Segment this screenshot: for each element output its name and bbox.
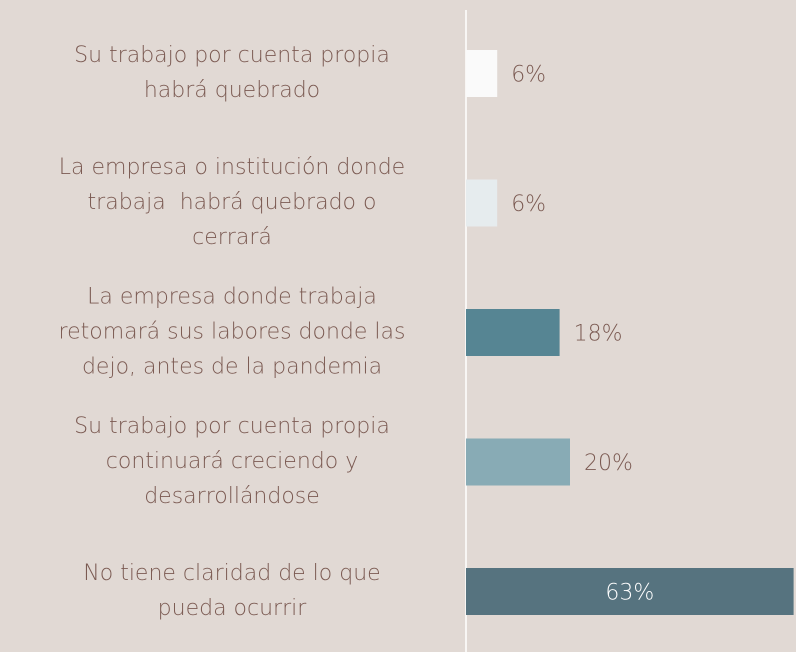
category-label: habrá quebrado	[144, 78, 320, 103]
category-label: continuará creciendo y	[106, 449, 358, 474]
value-label: 6%	[511, 192, 546, 217]
category-label: No tiene claridad de lo que	[83, 561, 380, 586]
category-label: La empresa donde trabaja	[87, 285, 377, 310]
category-label: dejo, antes de la pandemia	[82, 355, 382, 380]
bar	[466, 50, 498, 97]
bar	[466, 179, 498, 227]
category-label: pueda ocurrir	[158, 596, 308, 621]
category-label: desarrollándose	[144, 484, 320, 509]
value-label: 63%	[605, 581, 654, 606]
category-label: trabaja habrá quebrado o	[88, 190, 377, 215]
bar	[466, 568, 794, 615]
value-label: 6%	[511, 63, 546, 88]
value-label: 18%	[574, 322, 623, 347]
category-label: retomará sus labores donde las	[59, 320, 406, 345]
category-label: La empresa o institución donde	[59, 155, 405, 180]
category-label: cerrará	[192, 225, 272, 250]
category-label: Su trabajo por cuenta propia	[74, 414, 390, 439]
category-label: Su trabajo por cuenta propia	[74, 43, 390, 68]
bar	[466, 309, 560, 356]
value-label: 20%	[584, 451, 633, 476]
bar	[466, 438, 570, 486]
